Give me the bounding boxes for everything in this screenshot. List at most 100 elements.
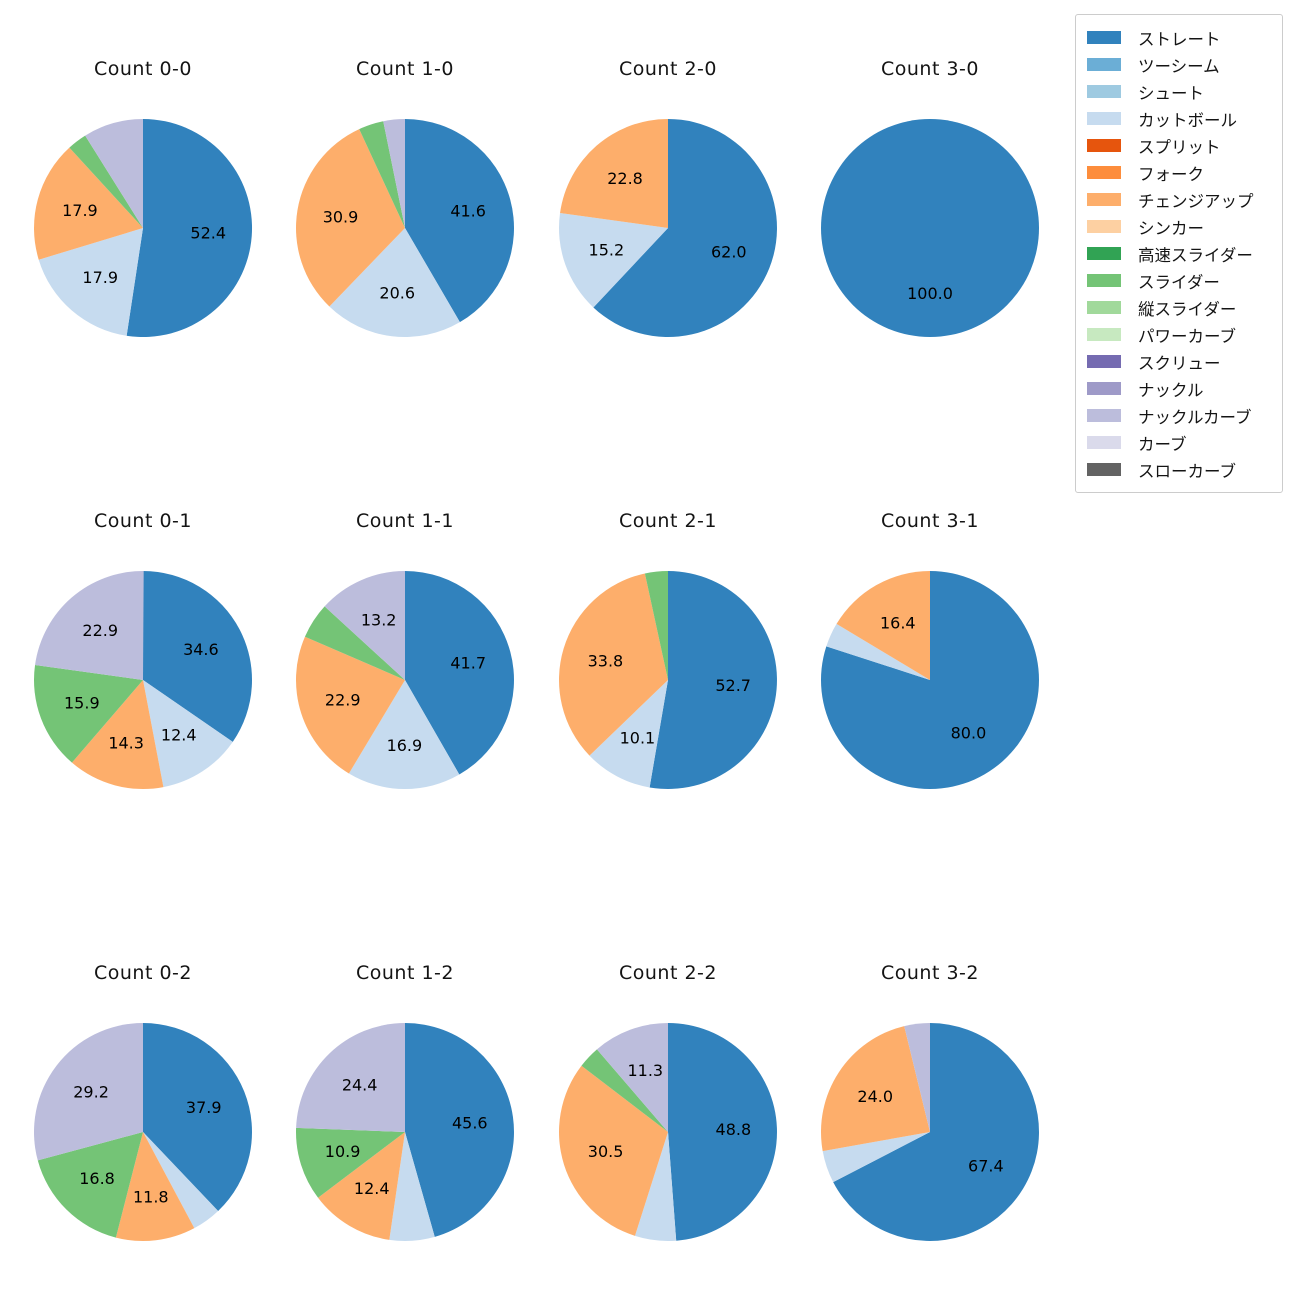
pie-slice bbox=[826, 623, 930, 680]
slice-percent-label: 17.9 bbox=[62, 201, 98, 220]
pie-slice bbox=[33, 1023, 143, 1161]
pie-svg: 80.0 16.4 bbox=[820, 571, 1039, 789]
slice-percent-label: 16.9 bbox=[387, 736, 423, 755]
pie-slice bbox=[836, 571, 930, 680]
legend-item: シュート bbox=[1087, 78, 1271, 105]
pie-slice bbox=[348, 680, 460, 789]
pie-chart-count-0-0: 52.4 17.9 17.9 Count 0-0 bbox=[12, 40, 274, 460]
legend-label: ストレート bbox=[1138, 29, 1221, 49]
legend-label: ナックル bbox=[1138, 380, 1204, 400]
slice-percent-label: 16.8 bbox=[79, 1169, 115, 1188]
legend-label: チェンジアップ bbox=[1138, 191, 1254, 211]
pie-slice bbox=[560, 119, 668, 228]
legend-item: スライダー bbox=[1087, 267, 1271, 294]
pie-slice bbox=[668, 1023, 777, 1241]
legend-item: シンカー bbox=[1087, 213, 1271, 240]
pie-svg: 34.6 12.4 14.3 15.9 22.9 bbox=[34, 570, 253, 789]
pie-slice bbox=[581, 1049, 668, 1132]
pie-slice bbox=[324, 571, 405, 680]
legend-swatch bbox=[1087, 166, 1121, 179]
slice-percent-label: 11.3 bbox=[627, 1061, 663, 1080]
chart-title: Count 3-0 bbox=[881, 58, 979, 80]
pie-slice bbox=[820, 571, 1039, 789]
pie-svg: 45.6 12.4 10.9 24.4 bbox=[296, 1023, 514, 1241]
pie-svg: 48.8 30.5 11.3 bbox=[559, 1023, 777, 1241]
pie-chart-count-3-0: 100.0 Count 3-0 bbox=[799, 40, 1061, 460]
chart-title: Count 0-0 bbox=[94, 58, 192, 80]
pie-svg: 41.7 16.9 22.9 13.2 bbox=[295, 571, 514, 789]
slice-percent-label: 52.7 bbox=[715, 676, 751, 695]
legend-swatch bbox=[1087, 247, 1121, 260]
legend-swatch bbox=[1087, 436, 1121, 449]
pie-slice bbox=[329, 228, 460, 337]
slice-percent-label: 17.9 bbox=[82, 268, 118, 287]
slice-percent-label: 41.6 bbox=[450, 201, 486, 220]
legend-label: シュート bbox=[1138, 83, 1204, 103]
slice-percent-label: 10.1 bbox=[620, 728, 656, 747]
slice-percent-label: 80.0 bbox=[951, 723, 987, 742]
slice-percent-label: 10.9 bbox=[325, 1142, 361, 1161]
chart-title: Count 1-1 bbox=[356, 510, 454, 532]
pie-slice bbox=[143, 571, 253, 742]
slice-percent-label: 14.3 bbox=[108, 734, 144, 753]
pie-slice bbox=[69, 135, 143, 228]
pie-slice bbox=[820, 1026, 930, 1152]
pie-slice bbox=[833, 1023, 1039, 1241]
pie-svg: 62.0 15.2 22.8 bbox=[558, 119, 777, 337]
pie-slice bbox=[38, 228, 143, 336]
legend-swatch bbox=[1087, 193, 1121, 206]
legend-label: 縦スライダー bbox=[1138, 299, 1237, 319]
pie-slice bbox=[559, 1065, 668, 1236]
pie-svg: 41.6 20.6 30.9 bbox=[295, 119, 514, 337]
pie-slice bbox=[295, 129, 405, 307]
legend-label: フォーク bbox=[1138, 164, 1204, 184]
pie-slice bbox=[405, 571, 514, 775]
slice-percent-label: 37.9 bbox=[186, 1098, 222, 1117]
pie-slice bbox=[405, 119, 514, 323]
pie-slice bbox=[143, 1023, 252, 1211]
slice-percent-label: 13.2 bbox=[361, 611, 397, 630]
pie-slice bbox=[37, 1132, 143, 1238]
pie-chart-count-0-1: 34.6 12.4 14.3 15.9 22.9 Count 0-1 bbox=[12, 492, 274, 912]
pie-slice bbox=[71, 680, 164, 789]
pie-slice bbox=[296, 1127, 405, 1198]
pie-svg: 52.4 17.9 17.9 bbox=[34, 119, 253, 337]
legend-swatch bbox=[1087, 31, 1121, 44]
slice-percent-label: 48.8 bbox=[716, 1120, 752, 1139]
legend-label: シンカー bbox=[1138, 218, 1204, 238]
slice-percent-label: 67.4 bbox=[968, 1157, 1004, 1176]
pie-slice bbox=[318, 1132, 405, 1240]
slice-percent-label: 30.5 bbox=[588, 1142, 624, 1161]
pie-svg: 100.0 bbox=[821, 119, 1039, 337]
legend-label: スクリュー bbox=[1138, 353, 1221, 373]
pie-slice bbox=[35, 570, 144, 680]
slice-percent-label: 30.9 bbox=[323, 208, 359, 227]
pie-slice bbox=[304, 606, 405, 680]
legend-item: スローカーブ bbox=[1087, 456, 1271, 483]
legend-item: カットボール bbox=[1087, 105, 1271, 132]
slice-percent-label: 45.6 bbox=[452, 1113, 488, 1132]
pie-chart-count-1-2: 45.6 12.4 10.9 24.4 Count 1-2 bbox=[274, 944, 536, 1300]
chart-title: Count 0-2 bbox=[94, 962, 192, 984]
slice-percent-label: 24.4 bbox=[342, 1075, 378, 1094]
legend-swatch bbox=[1087, 328, 1121, 341]
pie-slice bbox=[143, 1132, 219, 1229]
legend-label: スプリット bbox=[1138, 137, 1221, 157]
chart-title: Count 3-2 bbox=[881, 962, 979, 984]
legend-item: ナックルカーブ bbox=[1087, 402, 1271, 429]
chart-title: Count 3-1 bbox=[881, 510, 979, 532]
pie-chart-count-1-0: 41.6 20.6 30.9 Count 1-0 bbox=[274, 40, 536, 460]
legend-item: ツーシーム bbox=[1087, 51, 1271, 78]
legend-label: スローカーブ bbox=[1138, 461, 1237, 481]
legend-swatch bbox=[1087, 112, 1121, 125]
chart-title: Count 2-0 bbox=[619, 58, 717, 80]
pie-slice bbox=[593, 119, 777, 337]
pie-slice bbox=[383, 119, 405, 228]
legend-swatch bbox=[1087, 58, 1121, 71]
legend-swatch bbox=[1087, 85, 1121, 98]
slice-percent-label: 12.4 bbox=[354, 1179, 390, 1198]
chart-title: Count 0-1 bbox=[94, 510, 192, 532]
legend-item: 高速スライダー bbox=[1087, 240, 1271, 267]
pie-chart-count-0-2: 37.9 11.8 16.8 29.2 Count 0-2 bbox=[12, 944, 274, 1300]
pie-slice bbox=[589, 680, 668, 788]
